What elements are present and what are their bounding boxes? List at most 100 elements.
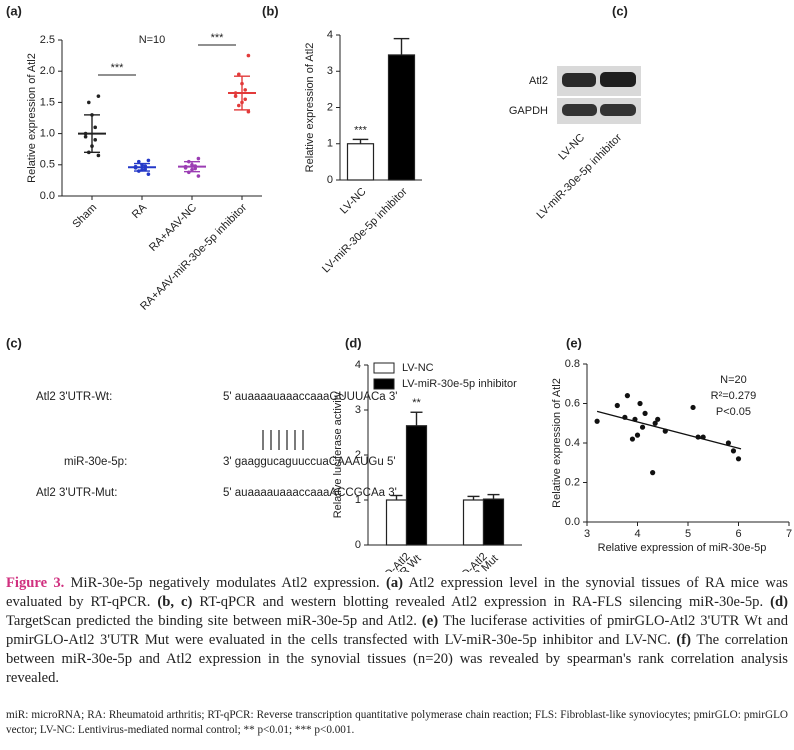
panel-label: (c) [612, 3, 628, 18]
y-tick-label: 3 [327, 65, 333, 77]
sequence: 5' auaaaauaaaccaaaACCGCAa 3' [223, 487, 397, 499]
data-point [83, 134, 88, 139]
annotation: N=20 [720, 374, 747, 386]
annotation: N=10 [139, 34, 166, 46]
data-point [642, 410, 648, 416]
y-tick-label: 4 [355, 359, 361, 371]
y-axis-label: Relative luciferase activity [332, 391, 344, 518]
data-point [246, 53, 251, 58]
blot-band [562, 73, 596, 87]
data-point [96, 94, 101, 98]
caption-label: Figure 3. [6, 575, 65, 591]
panel-label: (b) [262, 3, 279, 18]
y-tick-label: 0.8 [565, 358, 580, 370]
panel-label: (d) [345, 335, 362, 350]
bar [462, 499, 485, 546]
panel-label: (e) [566, 335, 582, 350]
data-point [655, 416, 661, 422]
x-tick-label: 5 [685, 528, 691, 540]
footnote: miR: microRNA; RA: Rheumatoid arthritis;… [6, 709, 788, 736]
caption-ref: (e) [421, 613, 439, 629]
data-point [243, 97, 247, 102]
figure: (a) (b) (c) (c) (d) (e) Atl2 GAPDH LV-NC… [6, 3, 792, 572]
sequence: 5' auaaaauaaaccaaaGUUUACa 3' [223, 391, 397, 403]
y-axis-label: Relative expression of Atl2 [551, 378, 563, 508]
legend-label: LV-NC [402, 362, 434, 374]
x-tick-label: 3 [584, 528, 590, 540]
panel-label: (a) [6, 3, 22, 18]
bar [385, 499, 408, 546]
x-tick-label: RA+AAV-NC [147, 202, 199, 254]
blot-lane-label: LV-NC [556, 132, 587, 163]
y-tick-label: 0.2 [565, 476, 580, 488]
data-point [243, 88, 247, 92]
y-tick-label: 0 [355, 539, 361, 551]
y-tick-label: 1 [327, 138, 333, 150]
caption-text: The luciferase activities of pmirGLO-Atl… [6, 613, 788, 648]
data-point [233, 94, 238, 98]
y-tick-label: 3 [355, 404, 361, 416]
bar [346, 143, 375, 181]
figure-caption: Figure 3. MiR-30e-5p negatively modulate… [6, 574, 788, 688]
data-point [196, 174, 201, 178]
data-point [637, 400, 643, 407]
sequence-name: miR-30e-5p: [64, 456, 127, 468]
data-point [237, 72, 241, 77]
x-tick-label: RA [130, 201, 150, 221]
data-point [624, 393, 631, 399]
x-tick-label: RA+AAV-miR-30e-5p inhibitor [138, 201, 249, 312]
data-point [237, 103, 241, 108]
y-axis-label: Relative expression of Atl2 [26, 53, 38, 183]
blot-row-label: Atl2 [529, 75, 548, 87]
sequence-name: Atl2 3'UTR-Wt: [36, 391, 112, 403]
data-point [96, 153, 101, 158]
y-tick-label: 0.0 [565, 516, 580, 528]
data-point [639, 424, 646, 430]
caption-text: MiR-30e-5p negatively modulates Atl2 exp… [70, 575, 380, 591]
caption-ref: (f) [676, 632, 691, 648]
y-tick-label: 0.0 [40, 190, 55, 202]
annotation: ** [412, 397, 421, 409]
y-tick-label: 0.6 [565, 397, 580, 409]
y-tick-label: 2 [355, 449, 361, 461]
y-tick-label: 4 [327, 29, 333, 41]
data-point [725, 440, 732, 446]
annotation: *** [211, 32, 225, 44]
y-tick-label: 0.4 [565, 437, 580, 449]
data-point [629, 436, 636, 442]
x-tick-label: 4 [634, 528, 640, 540]
annotation: *** [111, 62, 125, 74]
data-point [146, 158, 151, 163]
x-tick-label: 7 [786, 528, 792, 540]
data-point [690, 404, 696, 411]
data-point [594, 418, 600, 424]
sequence: 3' gaaggucaguuccuaCAAAUGu 5' [223, 456, 396, 468]
blot-band [600, 104, 636, 116]
bar [482, 498, 505, 546]
data-point [246, 109, 251, 114]
caption-text: Atl2 expression level in the synovial ti… [6, 575, 788, 610]
y-tick-label: 1 [355, 494, 361, 506]
data-point [735, 456, 742, 462]
bar [405, 425, 428, 546]
x-axis-label: Relative expression of miR-30e-5p [598, 542, 767, 554]
y-tick-label: 1.5 [40, 96, 55, 108]
data-point [196, 156, 201, 161]
data-point [93, 138, 97, 142]
sequence-name: Atl2 3'UTR-Mut: [36, 487, 117, 499]
x-tick-label: 6 [735, 528, 741, 540]
blot-row-label: GAPDH [509, 105, 548, 117]
data-point [614, 402, 620, 409]
x-tick-label: LV-NC [338, 186, 369, 217]
base-pairing [262, 430, 304, 450]
caption-ref: (a) [385, 575, 403, 591]
bar [387, 54, 416, 181]
blot-band [562, 104, 597, 116]
annotation: P<0.05 [716, 406, 751, 418]
annotation: R²=0.279 [711, 390, 757, 402]
data-point [146, 172, 151, 176]
data-point [730, 448, 737, 454]
legend-swatch [373, 378, 395, 390]
legend-label: LV-miR-30e-5p inhibitor [402, 378, 517, 390]
